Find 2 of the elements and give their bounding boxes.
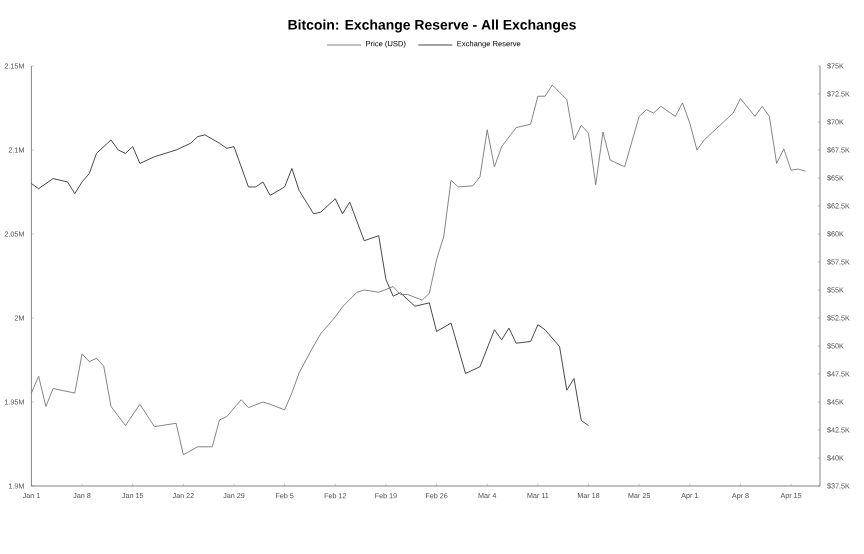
- line-series: [30, 84, 806, 456]
- line-series: [30, 134, 589, 426]
